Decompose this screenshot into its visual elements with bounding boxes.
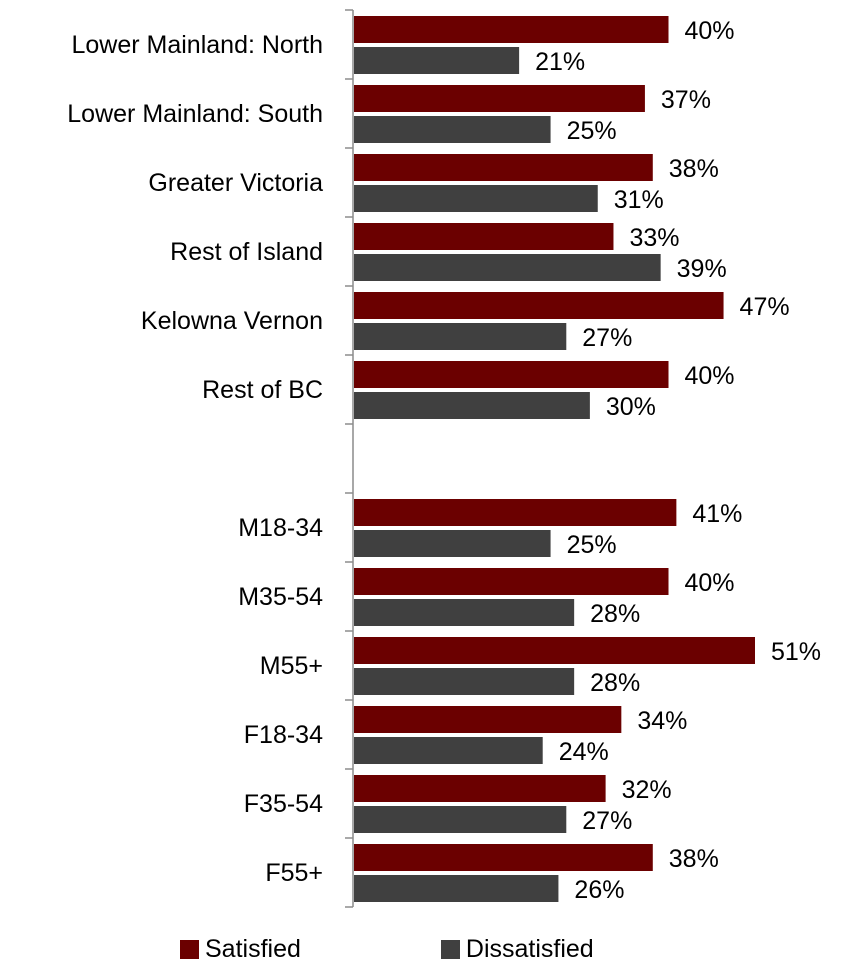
- data-label: 33%: [629, 224, 679, 252]
- bar-dissatisfied: [354, 875, 559, 902]
- bar-satisfied: [354, 637, 755, 664]
- data-label: 37%: [661, 86, 711, 114]
- category-label: F35-54: [244, 790, 323, 818]
- data-label: 38%: [669, 845, 719, 873]
- category-label: Rest of BC: [202, 376, 323, 404]
- data-label: 24%: [559, 738, 609, 766]
- category-label: Greater Victoria: [148, 169, 323, 197]
- bar-dissatisfied: [354, 323, 567, 350]
- data-label: 38%: [669, 155, 719, 183]
- bar-dissatisfied: [354, 530, 551, 557]
- category-label: Rest of Island: [170, 238, 323, 266]
- legend-label-satisfied: Satisfied: [205, 934, 301, 963]
- data-label: 40%: [685, 17, 735, 45]
- legend-item-dissatisfied: Dissatisfied: [440, 934, 594, 964]
- data-label: 32%: [622, 776, 672, 804]
- bar-satisfied: [354, 361, 669, 388]
- category-label: F55+: [265, 859, 323, 887]
- bars: [354, 16, 755, 902]
- legend-swatch-dissatisfied: [440, 939, 460, 959]
- category-label: Lower Mainland: South: [67, 100, 323, 128]
- bar-satisfied: [354, 568, 669, 595]
- bar-dissatisfied: [354, 185, 598, 212]
- data-label: 31%: [614, 186, 664, 214]
- data-label: 28%: [590, 669, 640, 697]
- bar-satisfied: [354, 775, 606, 802]
- bar-satisfied: [354, 844, 653, 871]
- category-labels: Lower Mainland: North Lower Mainland: Sou…: [67, 31, 323, 887]
- bar-dissatisfied: [354, 806, 567, 833]
- bar-satisfied: [354, 16, 669, 43]
- category-label: M18-34: [238, 514, 323, 542]
- category-label: M55+: [260, 652, 323, 680]
- category-label: Lower Mainland: North: [71, 31, 323, 59]
- category-label: F18-34: [244, 721, 323, 749]
- legend: Satisfied Dissatisfied: [180, 932, 680, 966]
- bar-chart: 40%21%37%25%38%31%33%39%47%27%40%30%41%2…: [67, 9, 821, 908]
- category-label: Kelowna Vernon: [141, 307, 323, 335]
- legend-item-satisfied: Satisfied: [180, 935, 301, 964]
- data-label: 40%: [685, 569, 735, 597]
- data-label: 39%: [677, 255, 727, 283]
- bar-satisfied: [354, 499, 677, 526]
- data-label: 27%: [582, 324, 632, 352]
- bar-dissatisfied: [354, 47, 520, 74]
- data-label: 25%: [567, 531, 617, 559]
- legend-swatch-satisfied: [180, 939, 199, 959]
- data-label: 51%: [771, 638, 821, 666]
- data-label: 28%: [590, 600, 640, 628]
- data-label: 27%: [582, 807, 632, 835]
- bar-dissatisfied: [354, 254, 661, 281]
- bar-dissatisfied: [354, 668, 575, 695]
- data-label: 40%: [685, 362, 735, 390]
- bar-dissatisfied: [354, 116, 551, 143]
- bar-dissatisfied: [354, 392, 590, 419]
- legend-label-dissatisfied: Dissatisfied: [465, 934, 594, 963]
- data-label: 25%: [567, 117, 617, 145]
- bar-dissatisfied: [354, 599, 575, 626]
- data-label: 47%: [740, 293, 790, 321]
- data-labels: 40%21%37%25%38%31%33%39%47%27%40%30%41%2…: [535, 17, 821, 904]
- bar-satisfied: [354, 706, 622, 733]
- bar-dissatisfied: [354, 737, 543, 764]
- data-label: 34%: [637, 707, 687, 735]
- category-axis: [345, 9, 354, 908]
- bar-satisfied: [354, 85, 645, 112]
- bar-satisfied: [354, 154, 653, 181]
- data-label: 21%: [535, 48, 585, 76]
- data-label: 26%: [574, 876, 624, 904]
- bar-satisfied: [354, 292, 724, 319]
- bar-satisfied: [354, 223, 614, 250]
- category-label: M35-54: [238, 583, 323, 611]
- data-label: 30%: [606, 393, 656, 421]
- data-label: 41%: [692, 500, 742, 528]
